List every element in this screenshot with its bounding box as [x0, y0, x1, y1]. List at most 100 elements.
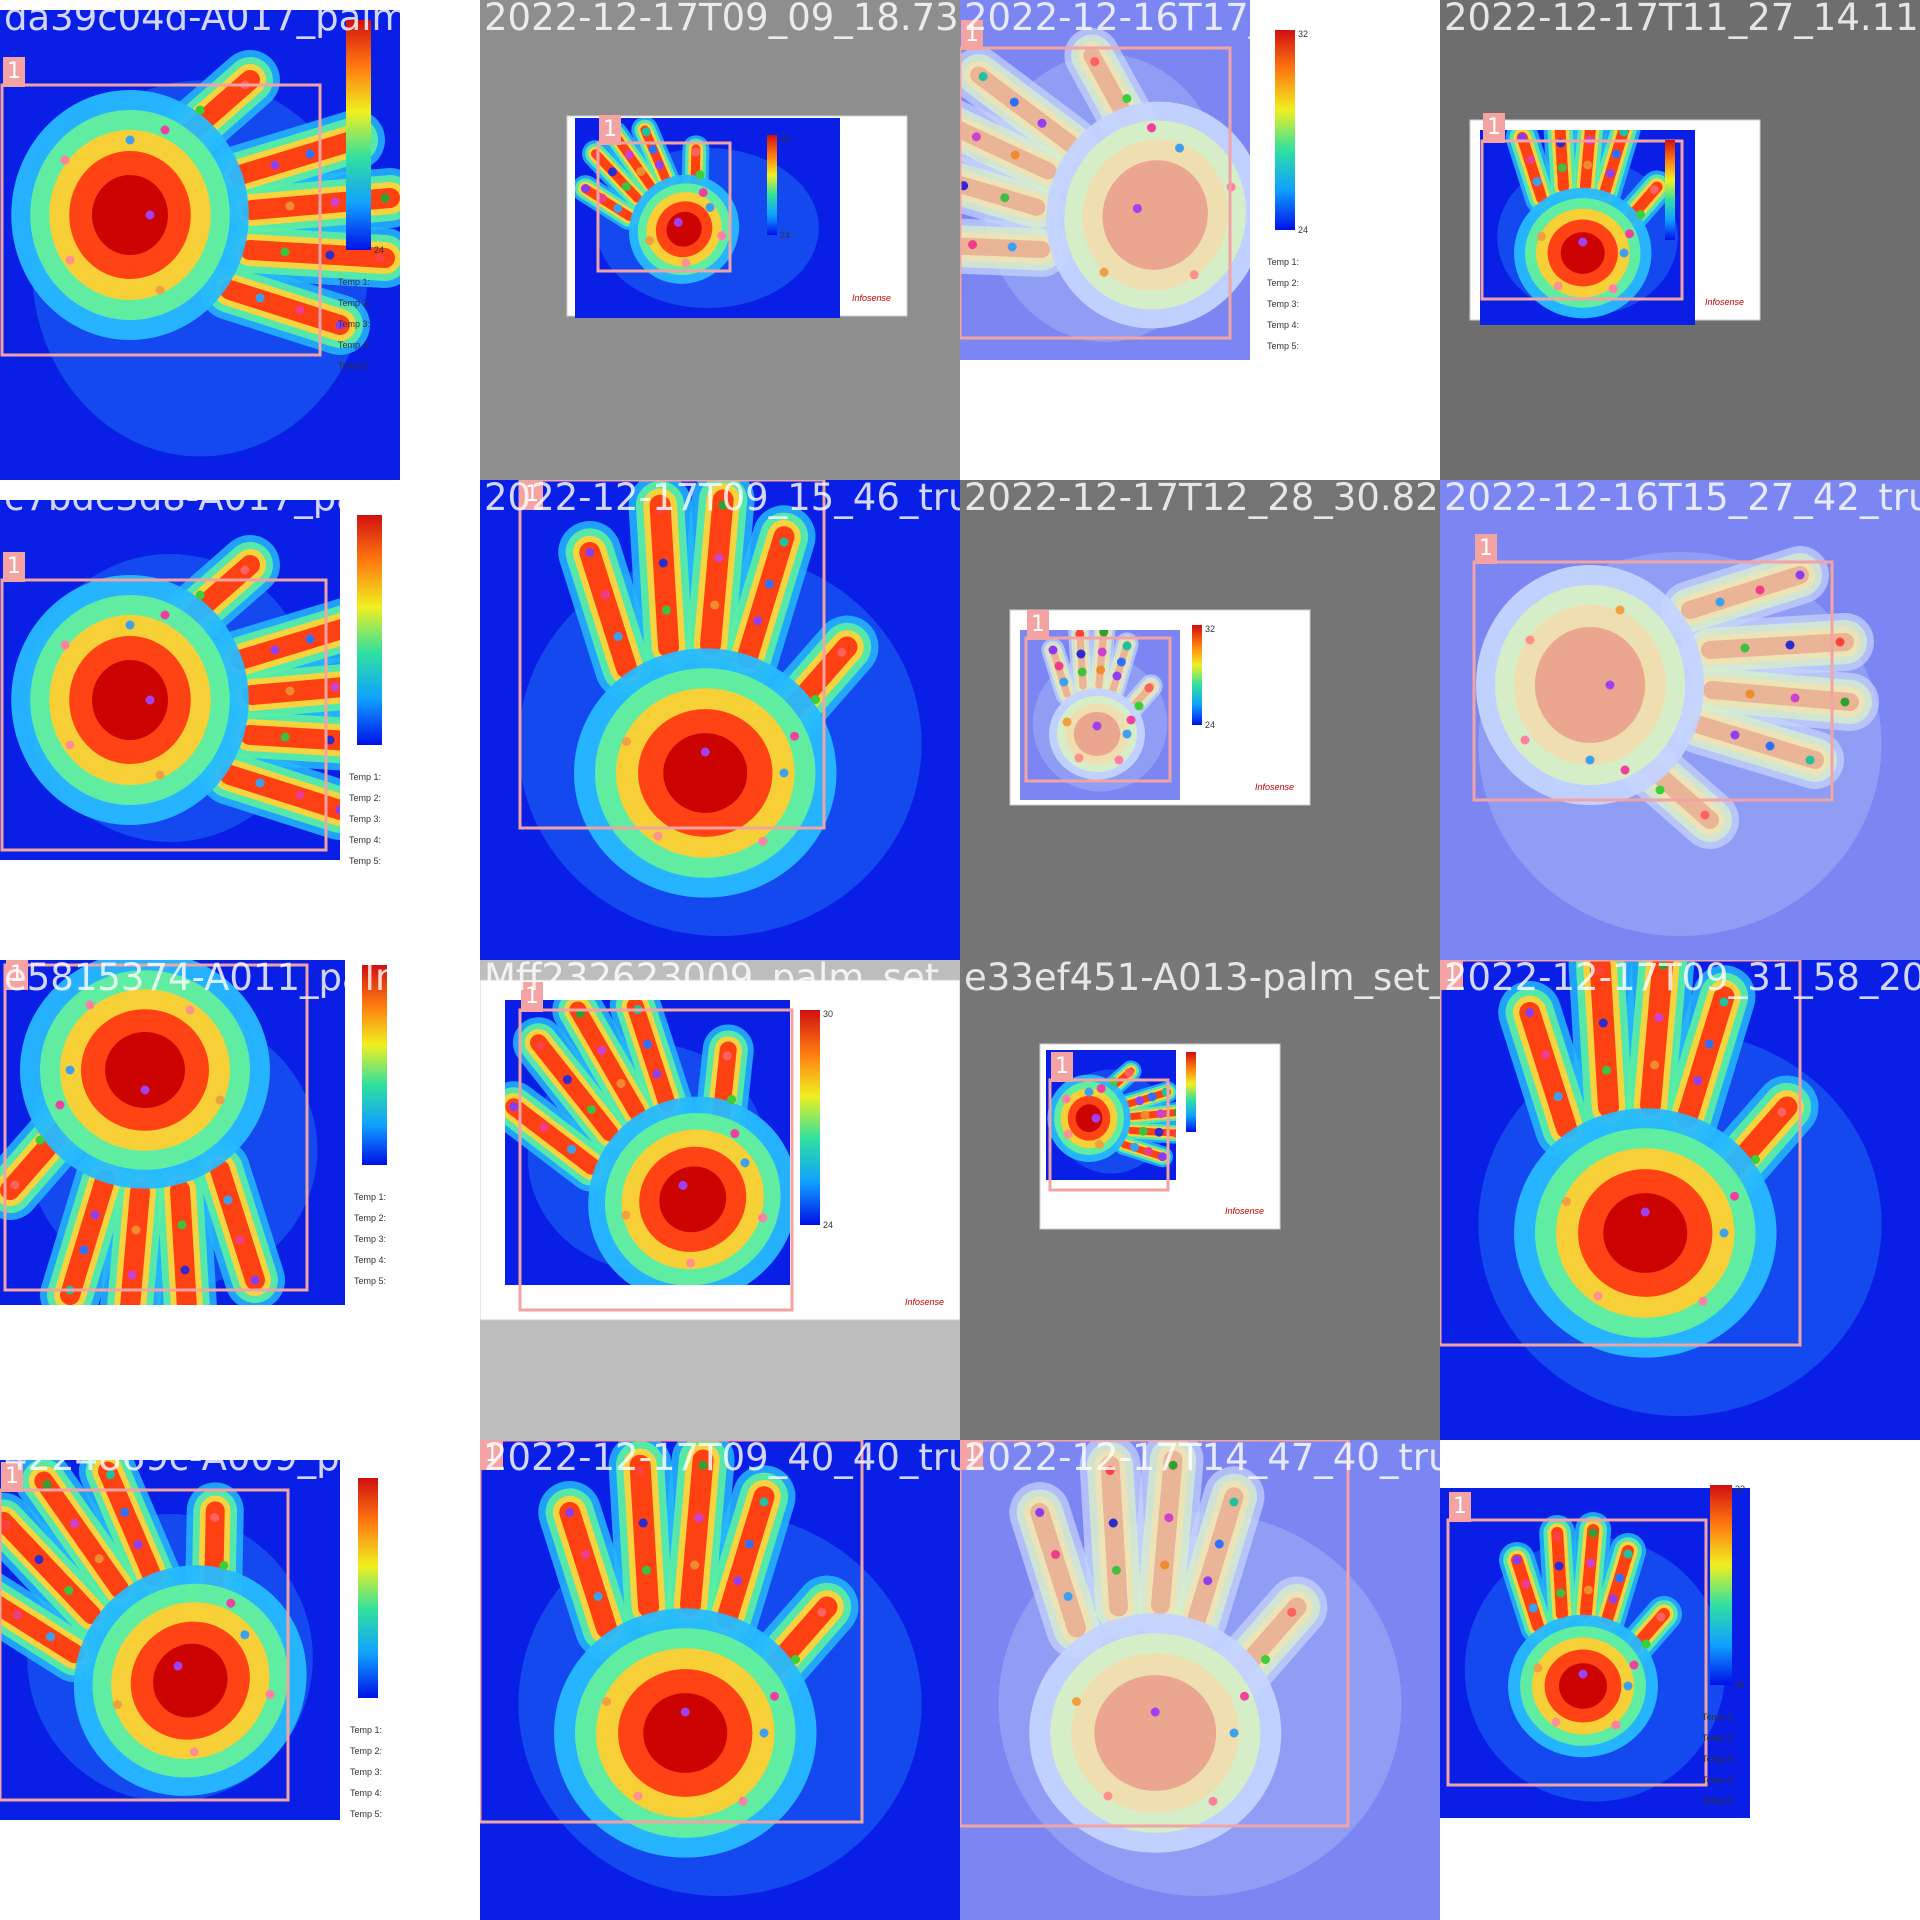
- temperature-readout-list: Temp 1: Temp 2: Temp 3: Temp 4: Temp 5:: [338, 272, 370, 377]
- thermal-scene: [480, 960, 960, 1440]
- temperature-readout: Temp 3:: [350, 1767, 383, 1777]
- temperature-readout-list: Temp 1: Temp 2: Temp 3: Temp 4: Temp 5:: [349, 767, 381, 872]
- detection-class-tag: 1: [1, 1462, 23, 1492]
- temperature-readout: Temp 2:: [1267, 278, 1300, 288]
- temperature-readout: Temp 2:: [349, 793, 382, 803]
- detection-class-tag: 1: [1475, 534, 1497, 564]
- temperature-readout: Temp 2:: [350, 1746, 383, 1756]
- thermal-scene: [0, 0, 480, 480]
- temperature-readout: Temp 4:: [338, 340, 371, 350]
- thermal-scene: [1440, 0, 1920, 480]
- thermal-tile: 1 Infosense e33ef451-A013-palm_set_L: [960, 960, 1440, 1440]
- thermal-scene: [0, 1440, 480, 1920]
- temperature-readout: Temp 4:: [350, 1788, 383, 1798]
- temperature-readout: Temp 1:: [338, 277, 371, 287]
- thermal-tile: 1 2022-12-16T15_27_42_true: [1440, 480, 1920, 960]
- temperature-readout: Temp 4:: [354, 1255, 387, 1265]
- brand-logo-text: Infosense: [1705, 297, 1745, 307]
- temperature-readout: Temp 2:: [354, 1213, 387, 1223]
- colorbar-max-label: 32: [1735, 1484, 1746, 1494]
- detection-class-tag: 1: [1483, 113, 1505, 143]
- thermal-scene: [960, 480, 1440, 960]
- detection-class-tag: 1: [6, 960, 28, 990]
- detection-class-tag: 1: [1449, 1492, 1471, 1522]
- thermal-tile: 1 Temp 1: Temp 2: Temp 3: Temp 4: Temp 5: e581…: [0, 960, 480, 1440]
- detection-class-tag: 1: [961, 1440, 983, 1470]
- colorbar-max-label: 32: [780, 134, 791, 144]
- thermal-tile: 1 Infosense 2022-12-17T11_27_14.111_: [1440, 0, 1920, 480]
- thermal-tile: 1 30 24 Infosense Mff232623009_palm_set_L: [480, 960, 960, 1440]
- thermal-tile: 1 32 24 Temp 1: Temp 2: Temp 3: Temp 4: Temp 5:…: [960, 0, 1440, 480]
- temperature-readout: Temp 1:: [1267, 257, 1300, 267]
- colorbar-max-label: 30: [823, 1009, 834, 1019]
- detection-class-tag: 1: [481, 1440, 503, 1470]
- temperature-readout: Temp 4:: [1702, 1775, 1735, 1785]
- thermal-scene: [960, 1440, 1440, 1920]
- temperature-readout: Temp 3:: [338, 319, 371, 329]
- thermal-scene: [480, 480, 960, 960]
- thermal-scene: [1440, 480, 1920, 960]
- temperature-readout: Temp 3:: [349, 814, 382, 824]
- temperature-readout: Temp 4:: [1267, 320, 1300, 330]
- temperature-readout: Temp 1:: [350, 1725, 383, 1735]
- thermal-scene: [0, 480, 480, 960]
- temperature-readout-list: Temp 1: Temp 2: Temp 3: Temp 4: Temp 5:: [1702, 1707, 1734, 1812]
- colorbar-max-label: 32: [1205, 624, 1216, 634]
- temperature-readout: Temp 4:: [349, 835, 382, 845]
- temperature-readout: Temp 5:: [354, 1276, 387, 1286]
- thermal-scene: [1440, 1440, 1920, 1920]
- colorbar-min-label: 24: [1205, 720, 1216, 730]
- thermal-scene: [960, 0, 1440, 480]
- temperature-readout: Temp 5:: [350, 1809, 383, 1819]
- colorbar-min-label: 24: [823, 1220, 834, 1230]
- temperature-readout-list: Temp 1: Temp 2: Temp 3: Temp 4: Temp 5:: [350, 1720, 382, 1825]
- temperature-readout: Temp 1:: [349, 772, 382, 782]
- temperature-readout-list: Temp 1: Temp 2: Temp 3: Temp 4: Temp 5:: [1267, 252, 1299, 357]
- detection-class-tag: 1: [521, 480, 543, 510]
- detection-class-tag: 1: [599, 115, 621, 145]
- temperature-readout: Temp 5:: [1702, 1796, 1735, 1806]
- detection-class-tag: 1: [1051, 1052, 1073, 1082]
- temperature-readout: Temp 3:: [1267, 299, 1300, 309]
- temperature-readout: Temp 2:: [1702, 1733, 1735, 1743]
- thermal-tile: 1 Temp 1: Temp 2: Temp 3: Temp 4: Temp 5: 4224…: [0, 1440, 480, 1920]
- thermal-tile: 1 32 24 Temp 1: Temp 2: Temp 3: Temp 4: Temp 5:…: [1440, 1440, 1920, 1920]
- detection-class-tag: 1: [521, 982, 543, 1012]
- colorbar-max-label: 32: [1298, 29, 1309, 39]
- thermal-tile: 1 24 Temp 1: Temp 2: Temp 3: Temp 4: Temp 5: da…: [0, 0, 480, 480]
- brand-logo-text: Infosense: [905, 1297, 945, 1307]
- temperature-readout: Temp 2:: [338, 298, 371, 308]
- colorbar-min-label: 24: [780, 230, 791, 240]
- brand-logo-text: Infosense: [1225, 1206, 1265, 1216]
- thermal-tile: 13224Infosense2022-12-17T12_28_30.827_pa…: [960, 480, 1440, 960]
- detection-class-tag: 1: [961, 20, 983, 50]
- detection-class-tag: 1: [1441, 960, 1463, 990]
- temperature-readout: Temp 1:: [1702, 1712, 1735, 1722]
- temperature-readout: Temp 5:: [338, 361, 371, 371]
- detection-class-tag: 1: [3, 552, 25, 582]
- thermal-tile: 1 32 24 Infosense 2022-12-17T09_09_18.736: [480, 0, 960, 480]
- temperature-readout: Temp 5:: [349, 856, 382, 866]
- temperature-readout: Temp 5:: [1267, 341, 1300, 351]
- thermal-tile: 1 Temp 1: Temp 2: Temp 3: Temp 4: Temp 5: c7bd…: [0, 480, 480, 960]
- thermal-scene: [480, 1440, 960, 1920]
- temperature-readout: Temp 3:: [354, 1234, 387, 1244]
- temperature-readout: Temp 3:: [1702, 1754, 1735, 1764]
- colorbar-min-label: 24: [374, 245, 385, 255]
- temperature-readout: Temp 1:: [354, 1192, 387, 1202]
- thermal-scene: [480, 0, 960, 480]
- colorbar-min-label: 24: [1298, 225, 1309, 235]
- colorbar-min-label: 24: [1735, 1680, 1746, 1690]
- brand-logo-text: Infosense: [852, 293, 892, 303]
- brand-logo-text: Infosense: [1255, 782, 1295, 792]
- thermal-scene: [0, 960, 480, 1440]
- detection-class-tag: 1: [1027, 610, 1049, 640]
- detection-class-tag: 1: [3, 57, 25, 87]
- thermal-scene: [960, 960, 1440, 1440]
- thermal-scene: [1440, 960, 1920, 1440]
